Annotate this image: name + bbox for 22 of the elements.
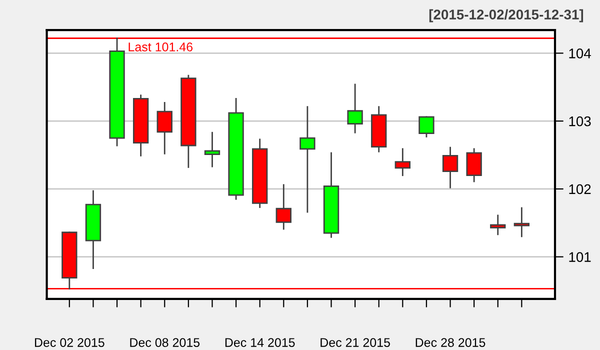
x-tick-label: Dec 28 2015 <box>416 338 486 347</box>
x-tick-label: Dec 02 2015 <box>35 338 104 347</box>
annotation: Last 101.46 <box>128 42 193 52</box>
chart-subtitle: [2015-12-02/2015-12-31] <box>429 9 584 22</box>
candlestick <box>300 106 316 213</box>
candlestick <box>156 102 172 154</box>
candlestick <box>347 84 363 134</box>
candlestick <box>442 146 458 188</box>
candlestick <box>276 184 292 230</box>
x-tick-label: Dec 08 2015 <box>130 338 200 347</box>
candlestick <box>514 207 530 238</box>
candlestick <box>466 148 482 182</box>
x-tick-label: Dec 21 2015 <box>320 338 390 347</box>
candlestick <box>204 132 220 168</box>
candlestick <box>490 214 506 236</box>
x-tick-label: Dec 14 2015 <box>225 338 295 347</box>
y-tick-label: 102 <box>569 184 591 194</box>
y-tick-label: 101 <box>569 252 591 262</box>
candlestick <box>418 116 434 138</box>
candlestick <box>394 148 410 176</box>
y-tick-label: 104 <box>569 48 591 58</box>
y-tick-label: 103 <box>569 116 591 126</box>
